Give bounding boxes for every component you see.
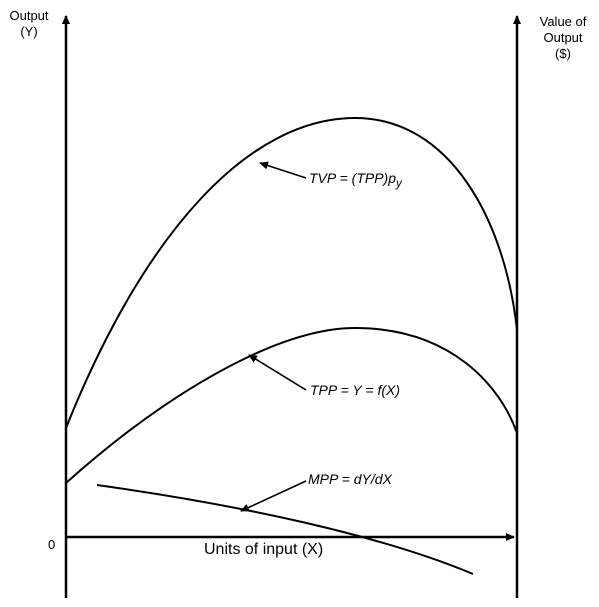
right-axis-label-line1: Value of xyxy=(539,14,587,29)
left-axis-label: Output (Y) xyxy=(2,8,56,40)
left-axis-label-line1: Output xyxy=(9,8,49,23)
tvp-label-text: TVP = (TPP)p xyxy=(309,170,397,186)
tpp-pointer-arrow xyxy=(248,354,307,391)
mpp-curve xyxy=(96,484,474,575)
x-axis-label: Units of input (X) xyxy=(204,541,324,558)
tvp-curve xyxy=(65,116,518,429)
tpp-label: TPP = Y = f(X) xyxy=(310,382,401,398)
mpp-label: MPP = dY/dX xyxy=(308,471,392,487)
tvp-label: TVP = (TPP)py xyxy=(309,170,402,192)
right-axis-label-line2: Output xyxy=(543,30,583,45)
right-axis-label: Value of Output ($) xyxy=(530,14,596,62)
tvp-pointer-arrow xyxy=(259,161,307,179)
right-axis-label-line3: ($) xyxy=(555,46,571,61)
mpp-pointer-arrow xyxy=(240,480,307,512)
tpp-curve xyxy=(65,326,518,484)
tvp-label-subscript: y xyxy=(396,176,402,190)
origin-label: 0 xyxy=(48,537,56,552)
left-axis-label-line2: (Y) xyxy=(20,24,38,39)
